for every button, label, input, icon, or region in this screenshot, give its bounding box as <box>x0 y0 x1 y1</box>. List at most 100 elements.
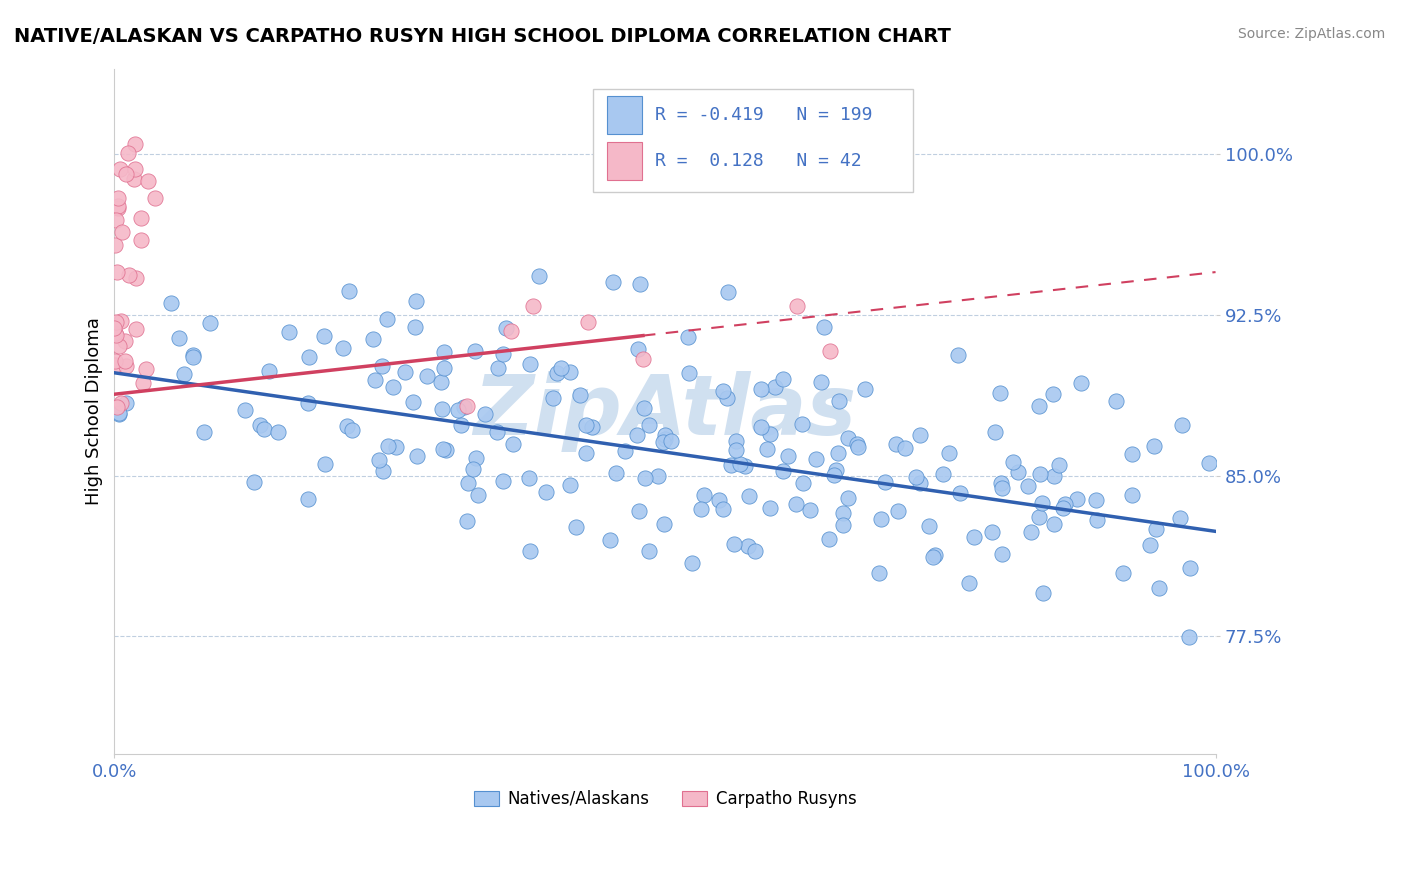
Point <box>681 556 703 570</box>
Point <box>1147 581 1170 595</box>
Legend: Natives/Alaskans, Carpatho Rusyns: Natives/Alaskans, Carpatho Rusyns <box>467 783 863 814</box>
Point <box>104 238 127 252</box>
Point <box>297 491 319 506</box>
Point <box>110 396 132 410</box>
Point <box>818 532 841 546</box>
Point <box>659 434 682 448</box>
Point <box>198 316 221 330</box>
Point <box>818 344 841 359</box>
Point <box>434 443 457 458</box>
Point <box>832 517 855 532</box>
Point <box>873 475 896 489</box>
Point <box>405 293 427 308</box>
Point <box>108 339 131 353</box>
Point <box>908 475 931 490</box>
Point <box>853 383 876 397</box>
Point <box>298 350 321 364</box>
Point <box>243 475 266 489</box>
Point <box>963 530 986 544</box>
Point <box>790 417 813 431</box>
Point <box>1198 456 1220 470</box>
Point <box>689 501 711 516</box>
Point <box>1070 376 1092 390</box>
Y-axis label: High School Diploma: High School Diploma <box>86 318 103 505</box>
Point <box>118 268 141 282</box>
Point <box>124 172 146 186</box>
Point <box>167 331 190 345</box>
Point <box>105 401 128 415</box>
Point <box>1032 586 1054 600</box>
Point <box>1143 439 1166 453</box>
Point <box>522 299 544 313</box>
Point <box>792 476 814 491</box>
Point <box>457 476 479 491</box>
Point <box>108 408 131 422</box>
Point <box>759 427 782 442</box>
Bar <box>606 96 643 134</box>
Point <box>373 464 395 478</box>
Point <box>432 442 454 456</box>
Point <box>1052 500 1074 515</box>
Point <box>637 418 659 433</box>
Point <box>173 368 195 382</box>
Point <box>569 388 592 402</box>
Text: ZipAtlas: ZipAtlas <box>474 371 856 452</box>
Point <box>823 467 845 482</box>
Point <box>181 348 204 362</box>
Point <box>810 375 832 389</box>
Point <box>117 146 139 161</box>
Point <box>492 346 515 360</box>
Text: Source: ZipAtlas.com: Source: ZipAtlas.com <box>1237 27 1385 41</box>
Point <box>738 489 761 503</box>
Point <box>159 296 181 310</box>
Point <box>813 320 835 334</box>
Point <box>1042 387 1064 401</box>
Point <box>720 458 742 472</box>
Point <box>495 320 517 334</box>
Point <box>785 497 807 511</box>
Point <box>111 225 134 239</box>
Point <box>519 357 541 371</box>
Point <box>143 191 166 205</box>
Point <box>312 328 335 343</box>
Point <box>107 201 129 215</box>
Point <box>114 353 136 368</box>
Point <box>678 366 700 380</box>
Point <box>932 467 955 481</box>
Point <box>114 168 136 182</box>
Point <box>957 575 980 590</box>
Point <box>924 548 946 562</box>
Point <box>463 462 485 476</box>
Point <box>763 380 786 394</box>
Point <box>574 445 596 459</box>
Point <box>103 321 125 335</box>
Point <box>910 428 932 442</box>
Point <box>361 332 384 346</box>
Point <box>385 440 408 454</box>
Point <box>249 417 271 432</box>
Point <box>825 463 848 477</box>
Point <box>138 174 160 188</box>
Point <box>125 321 148 335</box>
Point <box>1085 492 1108 507</box>
Point <box>654 427 676 442</box>
Point <box>949 485 972 500</box>
Point <box>887 504 910 518</box>
Point <box>541 391 564 405</box>
Point <box>626 428 648 442</box>
Point <box>759 501 782 516</box>
Point <box>135 362 157 376</box>
Point <box>1028 509 1050 524</box>
Point <box>581 420 603 434</box>
Point <box>550 361 572 376</box>
Point <box>558 478 581 492</box>
Point <box>433 344 456 359</box>
Point <box>560 365 582 379</box>
Point <box>1171 418 1194 433</box>
Point <box>981 525 1004 540</box>
Point <box>534 485 557 500</box>
Point <box>257 364 280 378</box>
Point <box>104 353 127 368</box>
Point <box>827 445 849 459</box>
Point <box>631 352 654 367</box>
